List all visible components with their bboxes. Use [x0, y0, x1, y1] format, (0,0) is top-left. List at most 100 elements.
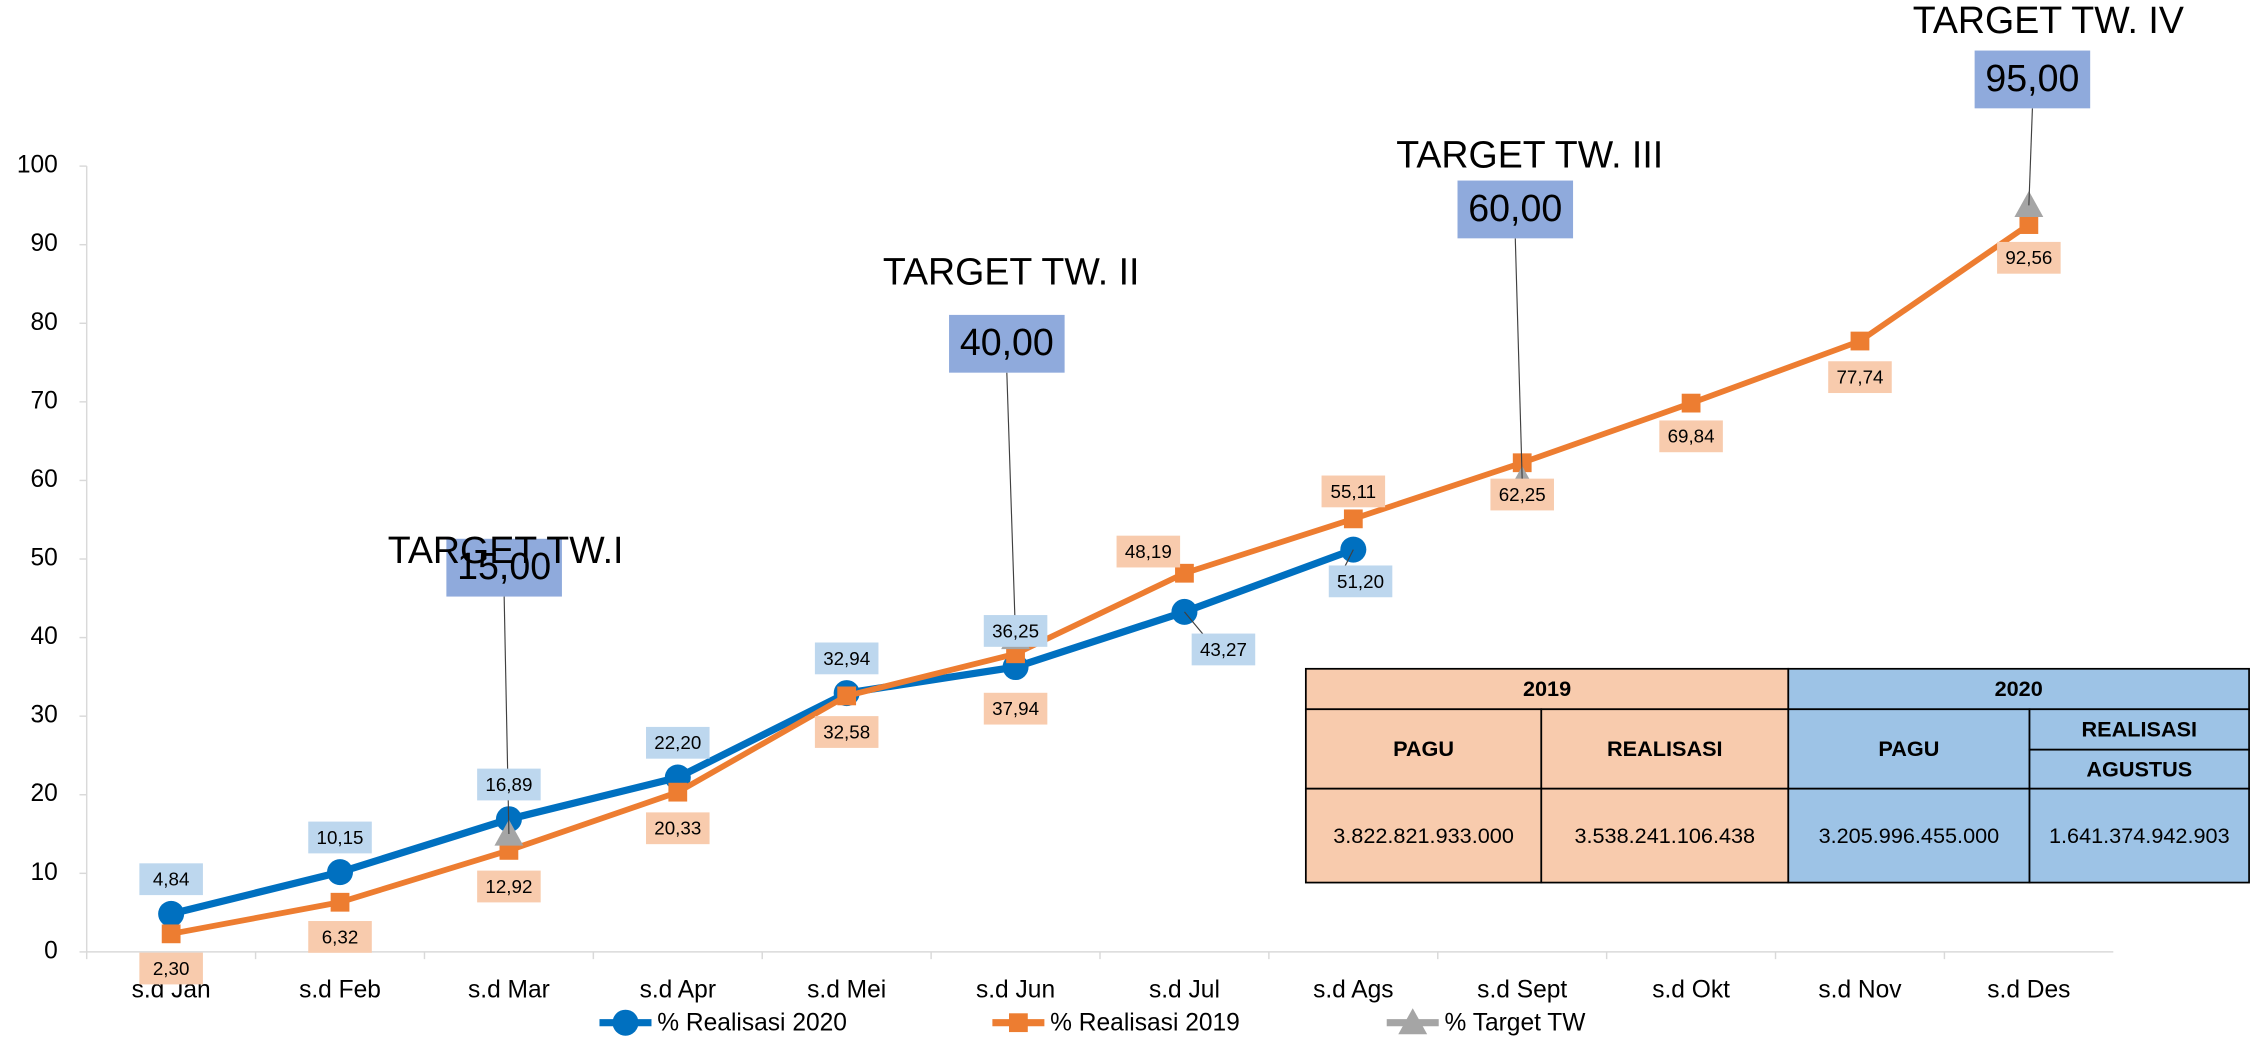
table-text: AGUSTUS — [2086, 756, 2192, 781]
data-label-bg — [1997, 241, 2061, 274]
data-label-bg — [1659, 420, 1723, 453]
table-text: PAGU — [1878, 736, 1939, 761]
marker — [837, 686, 857, 706]
table-cell — [1787, 787, 2031, 884]
table-text: 3.822.821.933.000 — [1333, 823, 1514, 848]
y-tick-label: 90 — [30, 230, 57, 257]
data-label-bg — [1457, 180, 1574, 239]
y-tick-label: 30 — [30, 702, 57, 729]
table-cell — [2028, 708, 2250, 751]
annotation: TARGET TW. IV — [1913, 0, 2184, 41]
legend-marker — [1008, 1013, 1028, 1033]
data-label-bg — [983, 615, 1048, 647]
data-label-bg — [139, 952, 203, 985]
x-tick-label: s.d Mar — [468, 976, 550, 1003]
data-label-bg — [646, 726, 710, 759]
data-label: 69,84 — [1668, 426, 1715, 447]
data-label: 36,25 — [992, 620, 1039, 641]
data-label-bg — [814, 716, 879, 748]
y-tick-label: 60 — [30, 466, 57, 493]
y-tick-label: 20 — [30, 780, 57, 807]
legend-label: % Realisasi 2019 — [1050, 1010, 1240, 1037]
data-label: 48,19 — [1125, 541, 1172, 562]
x-tick-label: s.d Okt — [1652, 976, 1730, 1003]
marker — [1340, 536, 1367, 563]
series-line — [170, 222, 2031, 937]
x-tick-label: s.d Jun — [976, 976, 1055, 1003]
table-text: PAGU — [1393, 736, 1454, 761]
x-tick-label: s.d Des — [1987, 976, 2070, 1003]
x-tick-label: s.d Feb — [299, 976, 381, 1003]
marker — [499, 840, 519, 860]
marker — [158, 900, 185, 927]
x-tick-label: s.d Sept — [1477, 976, 1567, 1003]
data-label-bg — [1328, 565, 1393, 598]
table-text: 3.205.996.455.000 — [1819, 823, 2000, 848]
table-text: 1.641.374.942.903 — [2049, 823, 2230, 848]
marker — [1175, 563, 1194, 583]
y-tick-label: 40 — [30, 623, 57, 650]
data-label: 43,27 — [1200, 639, 1247, 660]
data-label-bg — [983, 692, 1048, 725]
marker — [161, 924, 181, 944]
table-cell — [1304, 667, 1790, 711]
data-label-bg — [1321, 475, 1386, 508]
data-label-bg — [949, 314, 1065, 373]
data-label-bg — [814, 642, 879, 675]
y-tick-label: 10 — [30, 859, 57, 886]
data-label: 12,92 — [485, 876, 532, 897]
annotation: TARGET TW. II — [883, 250, 1140, 292]
data-label: 92,56 — [2005, 247, 2052, 268]
data-label-bg — [1490, 478, 1554, 511]
table-cell — [1787, 708, 2031, 790]
legend-label: % Realisasi 2020 — [657, 1010, 847, 1037]
annotation: TARGET TW. III — [1396, 133, 1663, 175]
marker — [2019, 215, 2039, 234]
table-cell — [1304, 708, 1543, 790]
legend-label: % Target TW — [1445, 1010, 1587, 1037]
legend-marker — [612, 1009, 639, 1036]
y-tick-label: 0 — [44, 937, 58, 964]
data-label-bg — [1974, 50, 2091, 109]
x-tick-label: s.d Apr — [640, 976, 716, 1003]
table-text: 2019 — [1523, 676, 1571, 701]
data-label-bg — [446, 538, 562, 597]
y-tick-label: 100 — [17, 152, 58, 179]
table-text: REALISASI — [1607, 736, 1723, 761]
data-label-bg — [646, 812, 710, 845]
data-label: 60,00 — [1468, 187, 1562, 229]
marker — [1681, 393, 1701, 413]
data-label: 32,94 — [823, 648, 870, 669]
x-tick-label: s.d Ags — [1313, 976, 1394, 1003]
data-label: 32,58 — [823, 721, 870, 742]
y-tick-label: 50 — [30, 544, 57, 571]
leader-line — [1006, 372, 1017, 638]
data-label: 6,32 — [322, 926, 359, 947]
marker — [1850, 331, 1870, 351]
table-text: REALISASI — [2082, 717, 2198, 742]
data-label-bg — [1828, 361, 1892, 394]
annotation: TARGET TW.I — [388, 529, 624, 571]
data-label: 2,30 — [153, 958, 190, 979]
data-label: 77,74 — [1836, 367, 1883, 388]
marker — [330, 892, 350, 912]
data-label: 95,00 — [1985, 57, 2079, 99]
data-label: 62,25 — [1499, 484, 1546, 505]
data-label: 51,20 — [1337, 571, 1384, 592]
data-label-bg — [1116, 535, 1181, 568]
table-cell — [1787, 667, 2250, 711]
y-tick-label: 70 — [30, 387, 57, 414]
data-label-bg — [308, 821, 372, 854]
leader-line — [1514, 238, 1523, 481]
table-cell — [1540, 708, 1790, 790]
y-tick-label: 80 — [30, 309, 57, 336]
data-label: 4,84 — [153, 869, 190, 890]
marker — [668, 782, 688, 802]
data-label-bg — [477, 768, 541, 801]
data-label: 37,94 — [992, 698, 1039, 719]
data-label: 55,11 — [1331, 481, 1377, 502]
leader-line — [2028, 108, 2033, 206]
x-tick-label: s.d Jul — [1149, 976, 1220, 1003]
data-label: 15,00 — [457, 545, 551, 587]
data-label-bg — [477, 870, 541, 903]
